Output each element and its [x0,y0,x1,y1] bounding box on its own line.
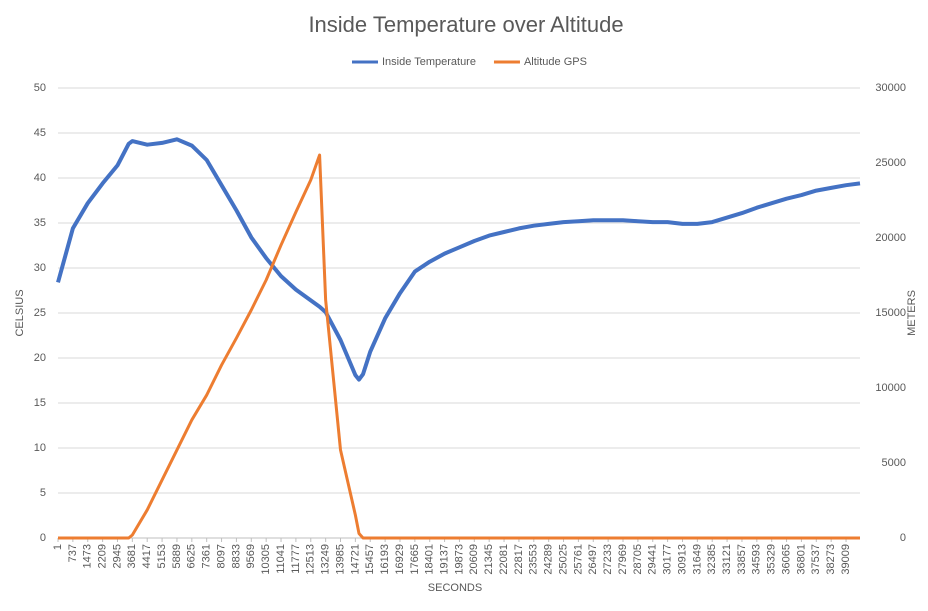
x-tick-label: 2209 [97,544,109,568]
y-tick-label: 5 [40,487,46,499]
x-tick-label: 19873 [453,544,465,575]
y2-tick-label: 25000 [875,157,906,169]
x-tick-label: 19137 [438,544,450,575]
x-tick-label: 5889 [171,544,183,568]
x-tick-label: 6625 [186,544,198,568]
y2-tick-label: 10000 [875,382,906,394]
x-tick-label: 16193 [379,544,391,575]
x-tick-label: 14721 [349,544,361,575]
x-tick-label: 37537 [810,544,822,575]
y2-tick-label: 0 [900,532,906,544]
y2-tick-label: 20000 [875,232,906,244]
x-tick-label: 21345 [483,544,495,575]
x-tick-label: 26497 [587,544,599,575]
x-tick-label: 30177 [662,544,674,575]
legend-label: Altitude GPS [524,56,587,68]
x-tick-label: 25761 [572,544,584,575]
x-tick-label: 20609 [468,544,480,575]
x-tick-label: 15457 [364,544,376,575]
x-tick-label: 16929 [394,544,406,575]
x-tick-label: 38273 [825,544,837,575]
x-tick-label: 2945 [111,544,123,568]
x-tick-label: 27233 [602,544,614,575]
x-tick-label: 22081 [498,544,510,575]
x-tick-label: 9569 [245,544,257,568]
x-tick-label: 39009 [840,544,852,575]
x-tick-label: 11777 [290,544,302,574]
x-tick-label: 33857 [736,544,748,575]
y-tick-label: 0 [40,532,46,544]
y-axis-label: CELSIUS [14,289,26,336]
data-line [56,137,861,382]
x-tick-label: 34593 [751,544,763,575]
x-tick-label: 36065 [780,544,792,575]
y-tick-label: 15 [34,397,46,409]
x-tick-label: 24289 [543,544,555,575]
x-tick-label: 18401 [424,544,436,575]
y-tick-label: 40 [34,172,46,184]
y-tick-label: 50 [34,82,46,94]
legend-label: Inside Temperature [382,56,476,68]
x-tick-label: 28705 [632,544,644,575]
x-tick-label: 17665 [409,544,421,575]
y-tick-label: 30 [34,262,46,274]
x-tick-label: 22817 [513,544,525,575]
x-tick-label: 4417 [141,544,153,568]
x-tick-label: 25025 [557,544,569,575]
y-tick-label: 45 [34,127,46,139]
x-tick-label: 30913 [676,544,688,575]
y2-axis-label: METERS [906,290,918,336]
y-tick-label: 20 [34,352,46,364]
x-tick-label: 12513 [305,544,317,575]
x-tick-label: 33121 [721,544,733,575]
x-tick-label: 31649 [691,544,703,575]
data-line [58,153,860,540]
y-tick-label: 25 [34,307,46,319]
x-tick-label: 8097 [215,544,227,568]
y2-tick-label: 15000 [875,307,906,319]
x-tick-label: 1473 [82,544,94,568]
y2-tick-label: 5000 [882,457,906,469]
x-tick-label: 3681 [126,544,138,568]
x-tick-label: 7361 [201,544,213,568]
x-tick-label: 737 [67,544,79,562]
x-tick-label: 1 [52,544,64,550]
x-tick-label: 32385 [706,544,718,575]
x-tick-label: 13985 [334,544,346,575]
y-tick-label: 35 [34,217,46,229]
x-axis-label: SECONDS [428,582,482,594]
x-tick-label: 29441 [647,544,659,575]
x-tick-label: 13249 [320,544,332,575]
x-tick-label: 36801 [795,544,807,575]
x-tick-label: 23553 [528,544,540,575]
x-tick-label: 35329 [766,544,778,575]
chart-title: Inside Temperature over Altitude [308,12,623,37]
x-tick-label: 27969 [617,544,629,575]
x-tick-label: 11041 [275,544,287,574]
x-tick-label: 10305 [260,544,272,575]
x-tick-label: 5153 [156,544,168,568]
y2-tick-label: 30000 [875,82,906,94]
y-tick-label: 10 [34,442,46,454]
x-tick-label: 8833 [230,544,242,568]
